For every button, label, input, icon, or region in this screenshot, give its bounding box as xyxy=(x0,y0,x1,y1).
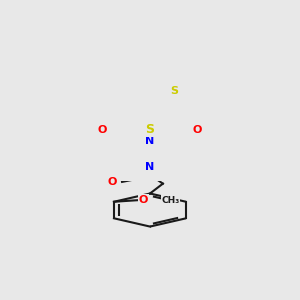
Text: S: S xyxy=(146,123,154,136)
Text: O: O xyxy=(139,195,148,205)
Text: O: O xyxy=(98,125,107,135)
Text: O: O xyxy=(193,125,202,135)
Text: O: O xyxy=(108,177,117,187)
Text: N: N xyxy=(146,162,154,172)
Text: N: N xyxy=(146,136,154,146)
Text: CH₃: CH₃ xyxy=(161,196,180,205)
Text: S: S xyxy=(170,86,178,97)
